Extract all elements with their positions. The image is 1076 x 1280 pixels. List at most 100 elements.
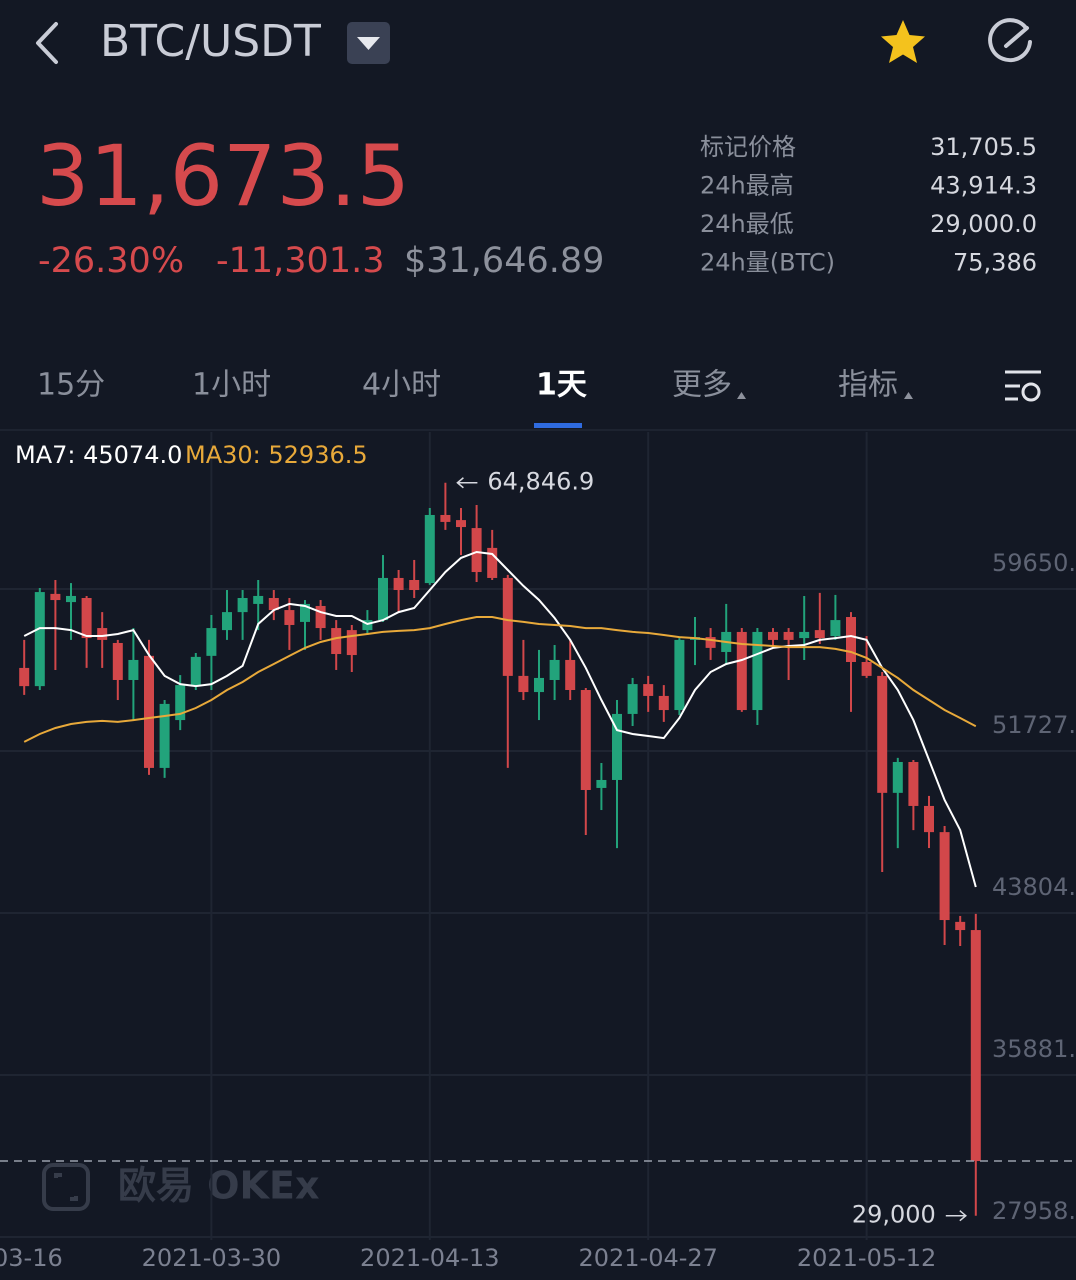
stat-label: 标记价格	[700, 133, 796, 161]
candle-body	[362, 620, 373, 631]
candle-body	[300, 603, 310, 622]
candle-body	[253, 595, 264, 604]
stat-value: 29,000.0	[930, 210, 1037, 238]
candle-body	[378, 577, 388, 621]
refresh-icon[interactable]	[988, 18, 1032, 63]
tab[interactable]: 4小时	[362, 368, 441, 403]
candle-body	[565, 659, 576, 691]
candle-body	[674, 639, 685, 711]
ma-line	[23, 616, 977, 743]
candle-body	[534, 677, 544, 693]
change-percent: -26.30%	[38, 241, 184, 281]
candle-body	[331, 628, 342, 655]
x-tick-label: 2021-03-16	[0, 1244, 63, 1272]
stat-label: 24h最低	[700, 210, 794, 238]
candle-body	[627, 684, 638, 714]
more-arrow	[737, 392, 746, 399]
candle-body	[487, 547, 498, 578]
candle-body	[861, 661, 872, 676]
candle-body	[892, 761, 903, 793]
stat-label: 24h最高	[700, 172, 794, 200]
stats: 标记价格 31,705.5 24h最高 43,914.3 24h最低 29,000.0 24…	[700, 133, 1037, 277]
low-label: 29,000	[852, 1201, 936, 1229]
candle-body	[144, 655, 154, 768]
candle-body	[549, 659, 560, 680]
interval-tabs: 15分 1小时 4小时 1天 更多 指标	[37, 368, 898, 428]
candle-body	[658, 695, 669, 711]
tab[interactable]: 15分	[37, 368, 105, 403]
candle-body	[456, 520, 466, 528]
back-button[interactable]	[36, 22, 58, 64]
candle-body	[814, 630, 825, 639]
settings-circle	[1021, 382, 1041, 402]
candle-body	[939, 832, 950, 921]
candle-body	[643, 684, 654, 696]
candle-body	[222, 612, 232, 631]
candle-body	[705, 637, 716, 648]
stat-value: 43,914.3	[930, 172, 1037, 200]
y-tick-label: 51727.8	[992, 711, 1076, 739]
candle-body	[159, 703, 170, 768]
candle-body	[206, 628, 217, 656]
candle-body	[783, 631, 794, 640]
watermark-icon-detail	[54, 1173, 78, 1201]
watermark: 欧易 OKEx	[118, 1164, 319, 1208]
candle-body	[346, 630, 357, 656]
pair-title[interactable]: BTC/USDT	[100, 16, 321, 67]
watermark-icon	[42, 1163, 90, 1211]
candle-body	[752, 631, 763, 711]
refresh-tick	[1004, 26, 1029, 48]
candle-body	[409, 580, 420, 591]
settings-icon[interactable]	[1005, 370, 1041, 402]
high-arrow	[456, 477, 478, 489]
candle-body	[237, 597, 248, 613]
y-tick-label: 35881.8	[992, 1035, 1076, 1063]
low-arrow	[945, 1210, 967, 1222]
x-tick-label: 2021-04-13	[360, 1244, 499, 1272]
ma-legend: MA30: 52936.5	[185, 441, 368, 469]
tab[interactable]: 1天	[536, 368, 587, 403]
stat-value: 31,705.5	[930, 133, 1037, 161]
candle-body	[846, 617, 856, 662]
candle-body	[596, 779, 607, 788]
change-amount: -11,301.3	[216, 241, 385, 281]
ma-legend: MA7: 45074.0	[15, 441, 182, 469]
candle-body	[518, 675, 529, 693]
tab[interactable]: 更多	[672, 368, 732, 403]
candle-body	[19, 667, 30, 687]
usd-price: $31,646.89	[404, 241, 604, 281]
candle-body	[612, 713, 622, 780]
candle-body	[175, 685, 186, 721]
candle-body	[190, 656, 201, 687]
ma-line	[23, 550, 977, 888]
x-tick-label: 2021-03-30	[142, 1244, 281, 1272]
tab[interactable]: 1小时	[192, 368, 271, 403]
candle-body	[970, 930, 981, 1162]
candle-body	[81, 597, 92, 639]
x-tick-label: 2021-04-27	[578, 1244, 717, 1272]
candle-body	[97, 628, 108, 640]
candle-body	[924, 805, 934, 833]
candle-body	[736, 631, 747, 711]
candle-body	[830, 620, 841, 637]
candle-body	[128, 659, 139, 680]
last-price: 31,673.5	[36, 127, 410, 225]
stat-label: 24h量(BTC)	[700, 249, 835, 277]
candle-body	[580, 690, 591, 790]
indicator-arrow	[904, 392, 913, 399]
tab[interactable]: 指标	[838, 368, 898, 403]
candle-body	[424, 514, 435, 584]
favorite-star[interactable]	[881, 20, 925, 63]
candle-body	[799, 631, 810, 639]
candle-body	[112, 642, 123, 680]
chart: 59650.8 51727.8 43804.8 35881.8 27958.8 2021-…	[0, 432, 1076, 1272]
candle-body	[877, 675, 888, 793]
y-tick-label: 43804.8	[992, 873, 1076, 901]
candle-body	[471, 528, 482, 573]
candle-body	[768, 631, 778, 640]
candle-body	[268, 597, 279, 611]
candle-body	[955, 921, 966, 931]
candle-body	[315, 605, 326, 629]
